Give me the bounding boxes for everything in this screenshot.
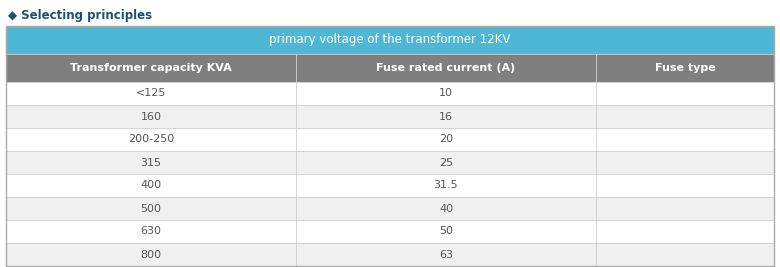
- Text: 500: 500: [140, 203, 161, 214]
- Text: Fuse rated current (A): Fuse rated current (A): [377, 63, 516, 73]
- Bar: [596, 243, 774, 266]
- Bar: [596, 151, 774, 174]
- Bar: [6, 54, 296, 82]
- Bar: [296, 82, 596, 105]
- Text: 31.5: 31.5: [434, 180, 459, 190]
- Bar: [296, 128, 596, 151]
- Bar: [6, 105, 296, 128]
- Text: 315: 315: [140, 158, 161, 167]
- Text: 16: 16: [439, 112, 453, 121]
- Text: primary voltage of the transformer 12KV: primary voltage of the transformer 12KV: [269, 33, 511, 46]
- Bar: [6, 26, 774, 266]
- Bar: [6, 174, 296, 197]
- Bar: [6, 243, 296, 266]
- Bar: [296, 220, 596, 243]
- Bar: [296, 151, 596, 174]
- Text: Fuse type: Fuse type: [654, 63, 715, 73]
- Bar: [596, 197, 774, 220]
- Text: ◆ Selecting principles: ◆ Selecting principles: [8, 9, 152, 22]
- Text: 20: 20: [439, 135, 453, 144]
- Bar: [596, 54, 774, 82]
- Text: 630: 630: [140, 226, 161, 237]
- Text: Transformer capacity KVA: Transformer capacity KVA: [70, 63, 232, 73]
- Text: <125: <125: [136, 88, 166, 99]
- Bar: [596, 105, 774, 128]
- Text: 400: 400: [140, 180, 161, 190]
- Bar: [296, 243, 596, 266]
- Text: 160: 160: [140, 112, 161, 121]
- Bar: [6, 151, 296, 174]
- Bar: [6, 197, 296, 220]
- Bar: [6, 220, 296, 243]
- Text: 63: 63: [439, 249, 453, 260]
- Bar: [6, 26, 774, 54]
- Text: 10: 10: [439, 88, 453, 99]
- Text: 40: 40: [439, 203, 453, 214]
- Bar: [596, 82, 774, 105]
- Bar: [596, 128, 774, 151]
- Bar: [296, 174, 596, 197]
- Text: 200-250: 200-250: [128, 135, 174, 144]
- Bar: [596, 174, 774, 197]
- Bar: [6, 128, 296, 151]
- Bar: [296, 105, 596, 128]
- Bar: [6, 82, 296, 105]
- Bar: [596, 220, 774, 243]
- Text: 50: 50: [439, 226, 453, 237]
- Text: 25: 25: [439, 158, 453, 167]
- Bar: [296, 197, 596, 220]
- Bar: [296, 54, 596, 82]
- Text: 800: 800: [140, 249, 161, 260]
